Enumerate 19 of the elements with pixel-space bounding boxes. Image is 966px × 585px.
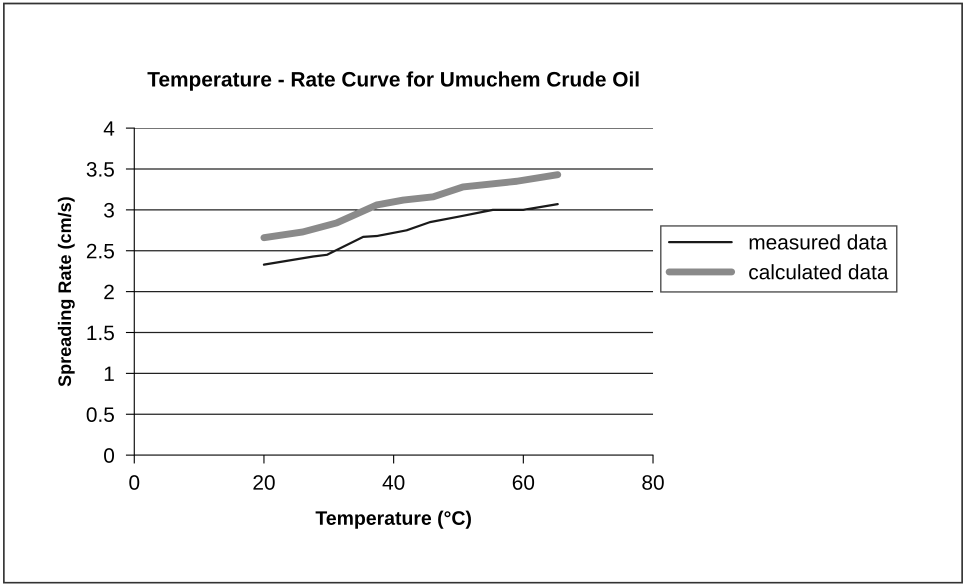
y-axis-title: Spreading Rate (cm/s): [58, 197, 75, 386]
x-tick-label: 60: [512, 475, 534, 490]
legend-label: measured data: [750, 234, 888, 250]
x-tick-label: 80: [642, 475, 664, 490]
y-tick-label: 0.5: [86, 407, 114, 422]
y-tick-label: 1: [104, 366, 114, 381]
legend-label: calculated data: [749, 264, 888, 280]
y-tick-label: 0: [104, 448, 114, 463]
y-tick-label: 3: [104, 202, 114, 218]
y-tick-label: 1.5: [87, 326, 114, 340]
x-tick-label: 0: [129, 475, 140, 490]
y-tick-label: 2.5: [86, 244, 114, 258]
y-tick-label: 4: [104, 121, 114, 136]
y-tick-label: 2: [104, 284, 114, 300]
y-tick-label: 3.5: [86, 162, 114, 177]
x-axis-title: Temperature (°C): [316, 510, 471, 529]
x-tick-label: 40: [382, 475, 404, 490]
x-tick-label: 20: [253, 475, 275, 490]
chart-title: Temperature - Rate Curve for Umuchem Crude Oil: [147, 71, 639, 91]
